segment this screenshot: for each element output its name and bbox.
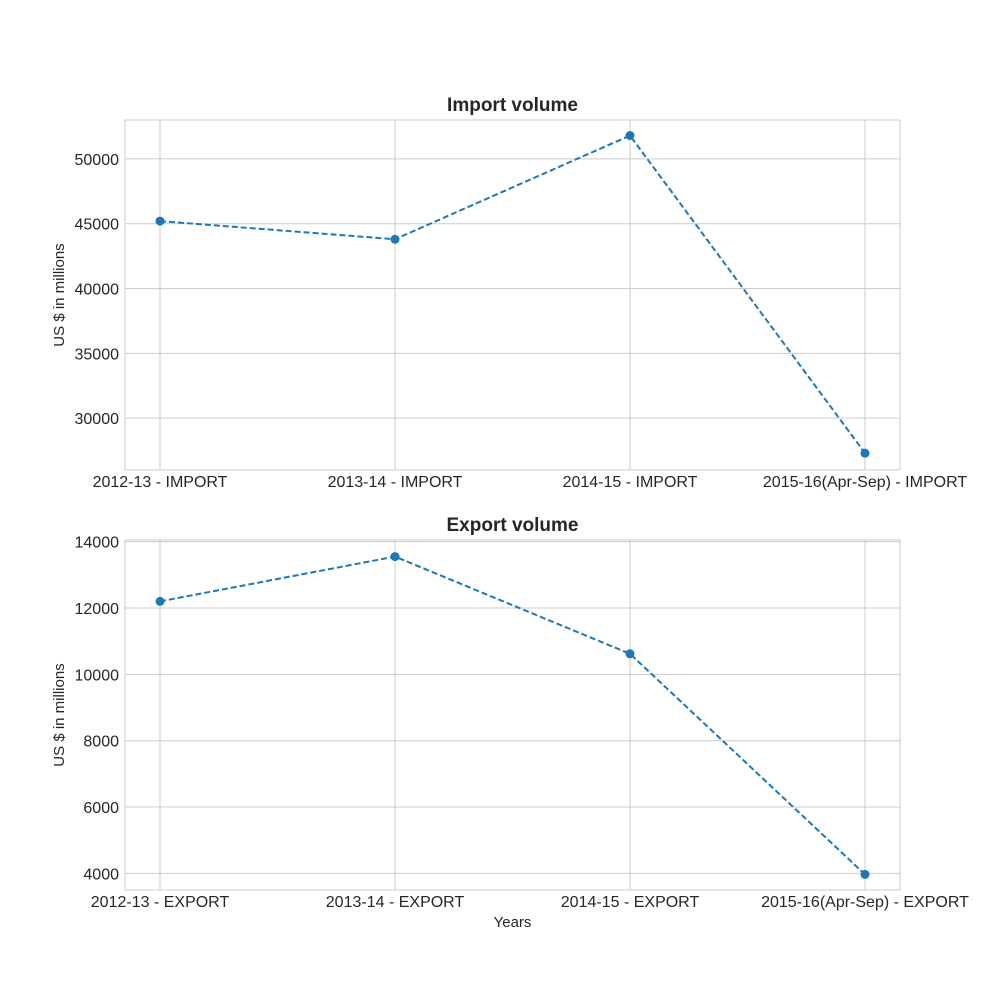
data-point [860,869,870,879]
y-tick-label: 45000 [75,217,120,234]
plot-frame [124,119,901,471]
data-point [155,596,165,606]
x-axis-label: Years [494,914,532,931]
x-tick-label: 2015-16(Apr-Sep) - EXPORT [761,894,969,911]
chart-title: Export volume [447,515,579,536]
y-tick-label: 14000 [75,535,120,552]
data-point [860,448,870,458]
chart-panel-2: 4000 6000 8000 10000 12000 14000 2012-13 - EXP… [51,515,969,931]
y-axis-label: US $ in millions [51,243,68,346]
series-line [159,555,866,876]
series-line [159,134,866,454]
data-point [625,131,635,141]
y-tick-label: 8000 [83,734,119,751]
data-point [390,234,400,244]
y-tick-label: 4000 [83,866,119,883]
x-tick-label: 2012-13 - EXPORT [91,894,230,911]
x-tick-label: 2012-13 - IMPORT [93,474,228,491]
x-tick-label: 2013-14 - IMPORT [328,474,463,491]
y-tick-label: 35000 [75,346,120,363]
data-point [390,552,400,562]
x-tick-label: 2014-15 - IMPORT [563,474,698,491]
y-tick-label: 30000 [75,411,120,428]
y-axis-label: US $ in millions [51,663,68,766]
data-point [155,216,165,226]
chart-title: Import volume [447,95,578,116]
x-tick-label: 2013-14 - EXPORT [326,894,465,911]
y-tick-label: 10000 [75,667,120,684]
x-tick-label: 2014-15 - EXPORT [561,894,700,911]
y-tick-label: 40000 [75,282,120,299]
data-point [625,649,635,659]
x-tick-label: 2015-16(Apr-Sep) - IMPORT [763,474,967,491]
plot-frame [124,539,901,891]
y-tick-label: 6000 [83,800,119,817]
chart-panel-1: 30000 35000 40000 45000 50000 2012-13 - IMPOR… [51,95,967,491]
y-tick-label: 50000 [75,152,120,169]
y-tick-label: 12000 [75,601,120,618]
